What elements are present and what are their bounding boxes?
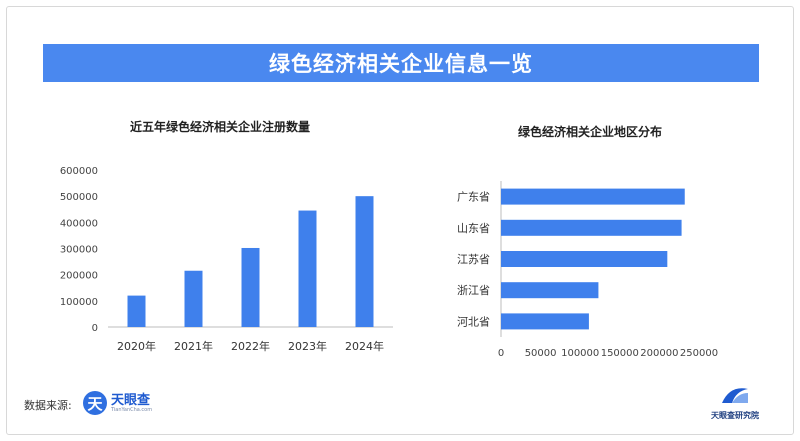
x-tick-label: 2020年 (117, 339, 156, 353)
x-tick-label: 250000 (680, 348, 718, 359)
institute-logo: 天眼查研究院 (700, 383, 770, 421)
bar-山东省 (501, 219, 682, 236)
y-tick-label: 200000 (60, 271, 98, 282)
bar-江苏省 (501, 251, 668, 267)
banner-title: 绿色经济相关企业信息一览 (43, 44, 759, 82)
institute-logo-name: 天眼查研究院 (711, 411, 759, 420)
y-tick-label: 400000 (60, 218, 98, 229)
bar-2024年 (355, 196, 374, 327)
tianyancha-logo-name: 天眼查 (111, 392, 151, 408)
bar-2020年 (127, 295, 146, 327)
y-tick-label: 河北省 (457, 315, 490, 328)
x-tick-label: 150000 (601, 348, 639, 359)
bar-2021年 (184, 270, 203, 327)
x-tick-label: 2024年 (345, 339, 384, 353)
x-tick-label: 100000 (561, 348, 599, 359)
x-tick-label: 2021年 (174, 339, 213, 353)
y-tick-label: 0 (92, 323, 98, 334)
y-tick-label: 浙江省 (457, 284, 490, 297)
y-tick-label: 600000 (60, 166, 98, 177)
y-tick-label: 500000 (60, 192, 98, 203)
chart-title-regions: 绿色经济相关企业地区分布 (517, 125, 662, 139)
chart-title-registrations: 近五年绿色经济相关企业注册数量 (129, 120, 310, 134)
bar-浙江省 (501, 282, 599, 299)
bar-2022年 (241, 247, 260, 327)
x-tick-label: 200000 (640, 348, 678, 359)
source-label: 数据来源: (24, 399, 72, 412)
x-tick-label: 0 (498, 348, 504, 359)
tianyancha-logo: 天 天眼查 TianYanCha.com (83, 391, 152, 415)
bar-广东省 (501, 188, 685, 205)
x-tick-label: 2023年 (288, 339, 327, 353)
x-tick-label: 50000 (525, 348, 557, 359)
institute-logo-icon (722, 388, 748, 403)
y-tick-label: 广东省 (457, 191, 490, 204)
tianyancha-logo-icon: 天 (83, 391, 107, 415)
y-tick-label: 江苏省 (457, 253, 490, 266)
y-tick-label: 山东省 (457, 222, 490, 235)
y-tick-label: 300000 (60, 245, 98, 256)
x-tick-label: 2022年 (231, 339, 270, 353)
tianyancha-logo-domain: TianYanCha.com (111, 406, 153, 413)
bar-2023年 (298, 210, 317, 327)
bar-河北省 (501, 313, 589, 330)
y-tick-label: 100000 (60, 297, 98, 308)
